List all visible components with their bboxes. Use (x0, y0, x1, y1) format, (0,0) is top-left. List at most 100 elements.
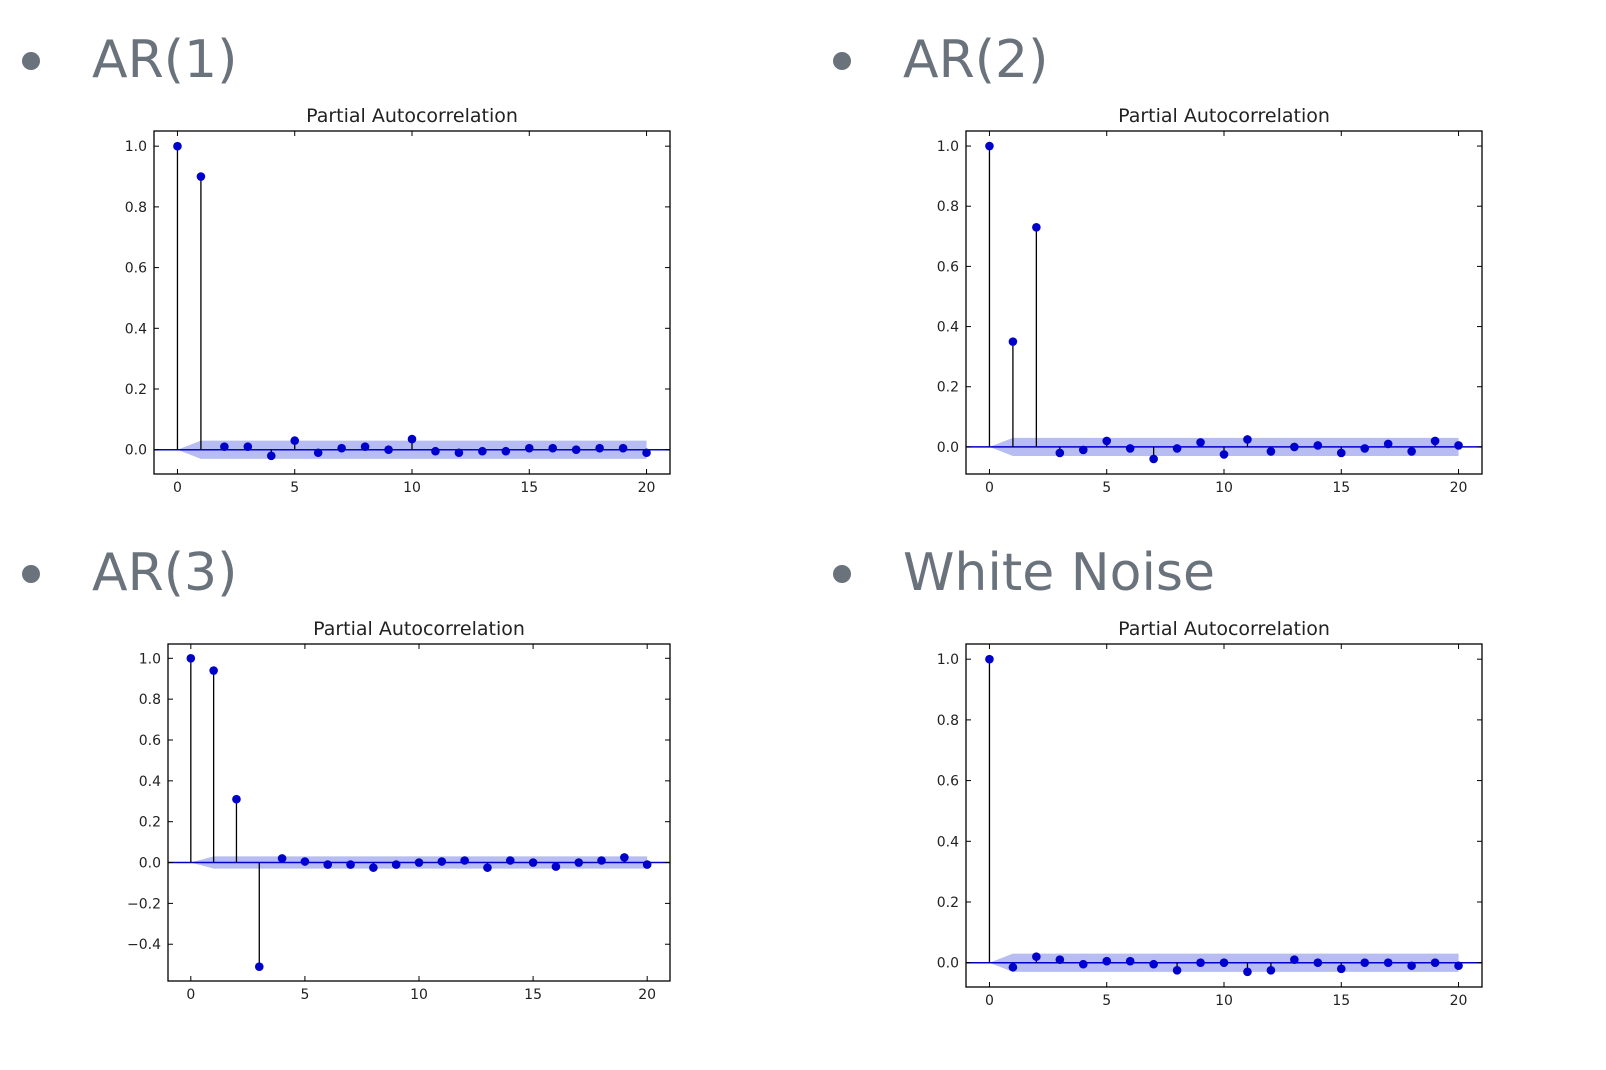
y-tick-label: 0.0 (139, 856, 161, 872)
data-point (431, 446, 440, 456)
y-tick-label: 0.2 (125, 382, 147, 398)
bullet-icon (833, 52, 851, 70)
data-point (1313, 958, 1323, 968)
pacf-chart-ar3: Partial Autocorrelation −0.4 −0.2 0.0 0.2 0.4… (127, 618, 671, 1003)
data-point (220, 442, 229, 451)
x-tick-label: 20 (638, 987, 656, 1003)
data-point (1430, 958, 1440, 968)
y-tick-label: 0.0 (937, 956, 959, 972)
y-tick-label: −0.4 (127, 937, 161, 953)
x-tick-label: 10 (1215, 993, 1233, 1009)
bullet-icon (22, 52, 40, 70)
x-tick-label: 5 (1102, 993, 1111, 1009)
data-point (1360, 958, 1370, 968)
data-point (1290, 442, 1299, 452)
y-tick-label: 0.4 (125, 321, 147, 337)
data-point (407, 434, 417, 444)
x-tick-label: 20 (1450, 480, 1468, 496)
data-point (186, 653, 196, 663)
data-point (571, 445, 581, 455)
data-point (1383, 439, 1393, 449)
data-point (985, 654, 994, 664)
data-point (1454, 961, 1463, 971)
data-point (524, 443, 534, 453)
data-point (1196, 958, 1205, 968)
data-point (1078, 445, 1088, 455)
data-point (369, 863, 378, 872)
data-point (1102, 956, 1112, 966)
chart-title: Partial Autocorrelation (306, 105, 518, 127)
data-point (1149, 959, 1158, 969)
panel-heading: AR(3) (92, 543, 238, 603)
data-point (1266, 447, 1276, 456)
x-tick-label: 20 (1450, 993, 1468, 1009)
x-tick-label: 10 (403, 480, 421, 496)
data-point (437, 857, 447, 866)
data-point (1454, 441, 1463, 450)
data-point (505, 856, 515, 865)
pacf-chart-white-noise: Partial Autocorrelation 0.0 0.2 0.4 0.6 0.8 1.… (937, 618, 1483, 1009)
data-point (985, 141, 994, 151)
data-point (1078, 959, 1088, 969)
data-point (1032, 952, 1041, 961)
data-point (1125, 444, 1135, 453)
data-point (384, 445, 393, 455)
data-point (620, 853, 629, 862)
x-tick-label: 10 (1215, 480, 1233, 496)
y-tick-label: −0.2 (127, 896, 161, 912)
data-point (1172, 444, 1182, 453)
data-point (277, 854, 287, 863)
chart-title: Partial Autocorrelation (1118, 105, 1330, 127)
data-point (360, 442, 370, 451)
data-point (460, 856, 469, 865)
data-point (574, 858, 584, 867)
data-point (346, 860, 355, 869)
data-point (1172, 966, 1182, 975)
data-point (1008, 337, 1018, 346)
data-point (1243, 435, 1252, 444)
data-point (1313, 441, 1323, 450)
panel-heading: AR(2) (903, 30, 1049, 90)
y-tick-label: 0.4 (139, 774, 161, 790)
data-point (1407, 961, 1416, 971)
data-point (595, 443, 604, 453)
data-point (1102, 436, 1112, 446)
x-tick-label: 15 (1332, 993, 1350, 1009)
y-tick-label: 0.4 (937, 834, 959, 850)
panel-heading: AR(1) (92, 30, 238, 90)
plot-frame (965, 130, 1483, 475)
y-tick-label: 0.8 (139, 692, 161, 708)
pacf-chart-ar2: Partial Autocorrelation 0.0 0.2 0.4 0.6 0.8 1.… (937, 105, 1483, 496)
data-point (1383, 958, 1393, 968)
y-tick-label: 0.8 (937, 713, 959, 729)
plot-frame (153, 130, 671, 475)
pacf-chart-ar1: Partial Autocorrelation 0.0 0.2 0.4 0.6 0.8 1.… (125, 105, 671, 496)
x-tick-label: 0 (173, 480, 182, 496)
x-tick-label: 15 (524, 987, 542, 1003)
y-tick-label: 0.6 (937, 774, 959, 790)
y-tick-label: 1.0 (139, 651, 161, 667)
data-point (196, 172, 206, 181)
bullet-icon (833, 565, 851, 583)
plot-frame (965, 643, 1483, 988)
data-point (391, 860, 401, 869)
x-tick-label: 0 (186, 987, 195, 1003)
data-point (1430, 436, 1440, 446)
data-point (173, 141, 182, 151)
data-point (597, 856, 606, 865)
y-tick-label: 0.2 (937, 895, 959, 911)
data-point (1055, 448, 1065, 458)
data-point (1196, 438, 1205, 447)
data-point (1219, 450, 1229, 459)
data-point (501, 446, 511, 456)
data-point (1336, 448, 1346, 458)
y-tick-label: 0.6 (139, 733, 161, 749)
x-tick-label: 5 (1102, 480, 1111, 496)
data-point (618, 443, 628, 453)
data-point (1219, 958, 1229, 968)
x-tick-label: 10 (410, 987, 428, 1003)
data-point (528, 858, 538, 867)
data-point (337, 443, 346, 453)
data-point (454, 448, 464, 458)
data-point (300, 857, 310, 866)
